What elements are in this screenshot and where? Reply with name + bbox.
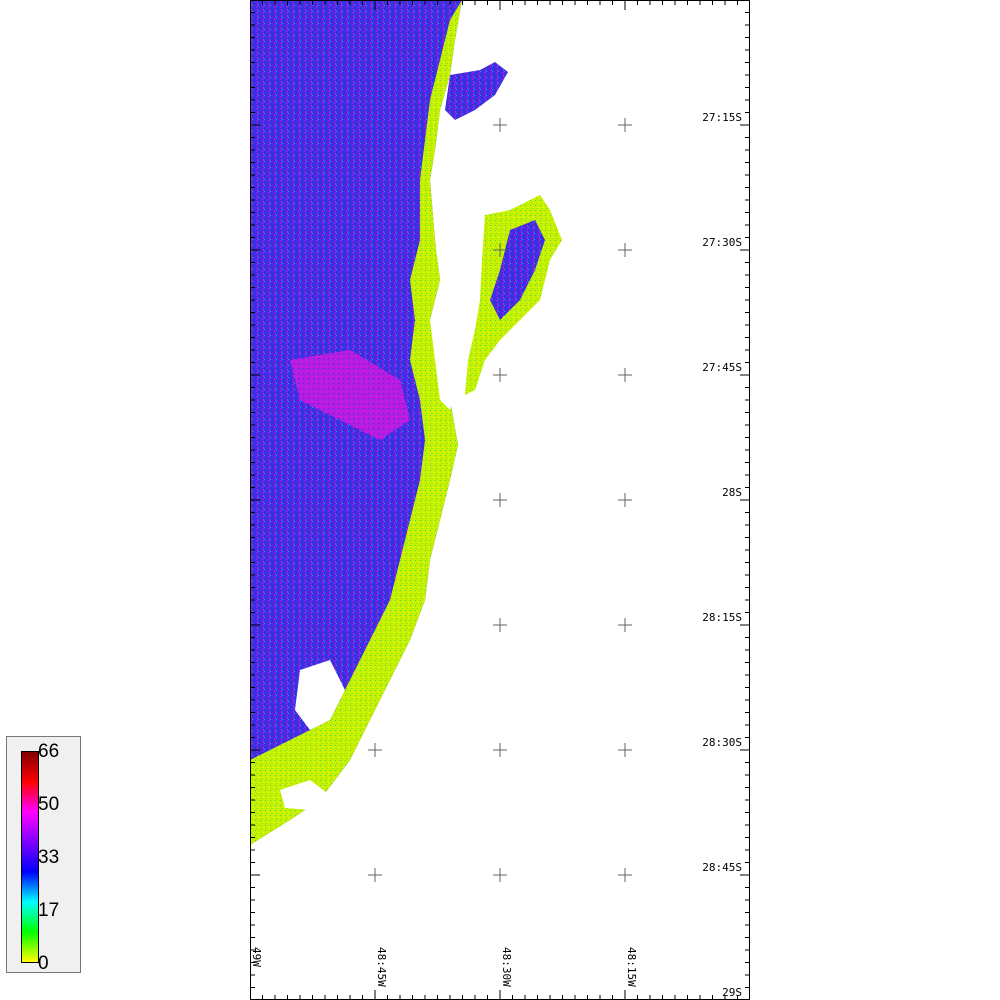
grid-cross bbox=[493, 493, 507, 507]
colorbar-tick-label: 66 bbox=[38, 741, 60, 762]
latitude-label: 27:30S bbox=[702, 236, 742, 249]
lagoon-2 bbox=[280, 780, 330, 810]
grid-cross bbox=[493, 118, 507, 132]
latitude-label: 28:15S bbox=[702, 611, 742, 624]
map-ticks bbox=[250, 0, 750, 1000]
longitude-label: 48:15W bbox=[625, 947, 638, 987]
latitude-label: 28:45S bbox=[702, 861, 742, 874]
peninsula bbox=[445, 62, 508, 120]
longitude-label: 48:30W bbox=[500, 947, 513, 987]
grid-cross bbox=[493, 743, 507, 757]
grid-cross bbox=[493, 243, 507, 257]
latitude-label: 27:45S bbox=[702, 361, 742, 374]
latitude-label: 29S bbox=[722, 986, 742, 999]
bay-2 bbox=[430, 315, 460, 410]
island-inner bbox=[490, 220, 545, 320]
grid-cross bbox=[493, 618, 507, 632]
colorbar-tick-label: 50 bbox=[38, 794, 60, 815]
colorbar: 66 50 33 17 0 bbox=[6, 736, 81, 973]
grid-cross bbox=[493, 868, 507, 882]
colorbar-ramp bbox=[21, 751, 39, 963]
latitude-label: 28:30S bbox=[702, 736, 742, 749]
bay bbox=[435, 215, 455, 275]
map-canvas bbox=[250, 0, 750, 1000]
grid-cross bbox=[618, 243, 632, 257]
longitude-label: 48:45W bbox=[375, 947, 388, 987]
grid-cross bbox=[493, 368, 507, 382]
longitude-label: 49W bbox=[250, 947, 263, 967]
latitude-label: 27:15S bbox=[702, 111, 742, 124]
grid-cross bbox=[368, 743, 382, 757]
latitude-label: 28S bbox=[722, 486, 742, 499]
colorbar-tick-label: 0 bbox=[38, 953, 49, 974]
grid-cross bbox=[618, 618, 632, 632]
grid-cross bbox=[368, 868, 382, 882]
colorbar-tick-label: 33 bbox=[38, 847, 60, 868]
grid-crosses bbox=[368, 118, 632, 882]
lagoon-1 bbox=[295, 660, 345, 730]
grid-cross bbox=[618, 743, 632, 757]
grid-cross bbox=[618, 368, 632, 382]
map-panel bbox=[250, 0, 750, 1000]
grid-cross bbox=[618, 493, 632, 507]
colorbar-tick-label: 17 bbox=[38, 900, 60, 921]
grid-cross bbox=[618, 868, 632, 882]
magenta-zone bbox=[290, 350, 410, 440]
coastal-low-band bbox=[250, 0, 462, 845]
grid-cross bbox=[618, 118, 632, 132]
